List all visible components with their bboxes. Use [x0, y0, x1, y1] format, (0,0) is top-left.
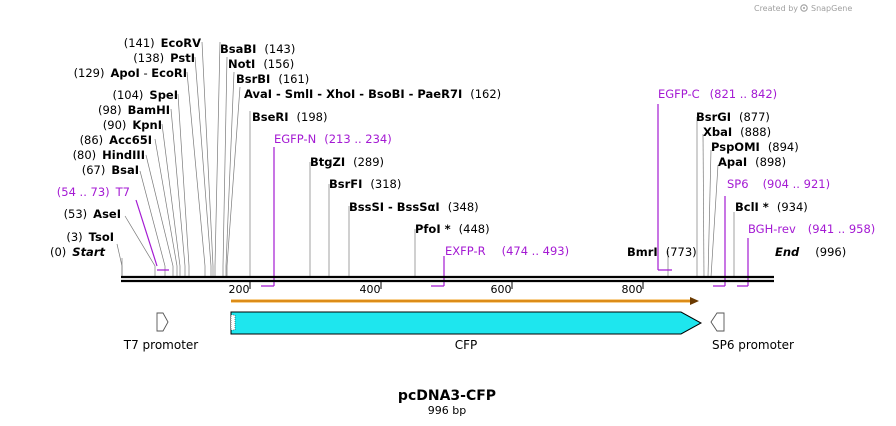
primer-t7-mark	[135, 199, 169, 271]
site-label-spei: (104) SpeI	[112, 88, 178, 102]
leader-avai	[226, 86, 241, 277]
primer-label-t7: (54 .. 73) T7	[57, 185, 130, 199]
site-leader-lines	[116, 41, 735, 278]
credit-brand: SnapGene	[811, 4, 852, 13]
site-label-btgzi: BtgZI (289)	[310, 155, 384, 169]
site-label-bsrfi: BsrFI (318)	[329, 177, 401, 191]
leader-bsrbi	[225, 71, 235, 277]
leader-bsai	[139, 170, 166, 277]
site-label-bsrbi: BsrBI (161)	[236, 72, 309, 86]
primer-egfp-c-mark	[657, 104, 672, 271]
t7-promoter-arrow	[156, 312, 169, 332]
feature-t7-promoter	[156, 312, 169, 332]
site-label-bcli: BclI * (934)	[735, 200, 808, 214]
primer-label-egfp-n: EGFP-N (213 .. 234)	[274, 132, 392, 146]
ruler-tick-600: 600	[491, 283, 512, 296]
site-label-xbai: XbaI (888)	[703, 125, 771, 139]
credit-text: Created by	[754, 4, 798, 13]
site-label-tsoi: (3) TsoI	[66, 230, 114, 244]
backbone	[121, 275, 774, 283]
leader-apai	[710, 164, 719, 278]
right-site-labels: BsaBI (143) NotI (156) BsrBI (161) AvaI - S…	[220, 42, 875, 259]
ruler	[249, 282, 644, 289]
site-label-avai-group: AvaI - SmlI - XhoI - BsoBI - PaeR7I (162)	[244, 87, 501, 101]
leader-hindiii	[145, 154, 174, 277]
leader-kpni	[161, 123, 181, 277]
site-label-pfoi: PfoI * (448)	[415, 222, 490, 236]
orf-arrow	[231, 297, 699, 305]
primer-label-egfp-c: EGFP-C (821 .. 842)	[658, 87, 777, 101]
ruler-tick-200: 200	[229, 283, 250, 296]
leader-ecorv	[201, 41, 214, 277]
primer-label-bgh-rev: BGH-rev (941 .. 958)	[748, 222, 875, 236]
primer-label-sp6: SP6 (904 .. 921)	[727, 177, 830, 191]
snapgene-credit: Created by SnapGene	[754, 4, 852, 13]
map-title: pcDNA3-CFP	[398, 388, 496, 404]
site-label-psti: (138) PstI	[133, 51, 195, 65]
end-label: End (996)	[775, 245, 846, 259]
site-label-bmri: BmrI (773)	[627, 245, 697, 259]
primer-sp6-mark	[713, 196, 726, 287]
leader-pspomi	[707, 149, 712, 278]
start-label: (0) Start	[50, 245, 106, 259]
leader-psti	[194, 56, 212, 277]
leader-spei	[177, 93, 190, 277]
site-label-hindiii: (80) HindIII	[73, 148, 145, 162]
site-label-bsabi: BsaBI (143)	[220, 42, 295, 56]
t7-promoter-label: T7 promoter	[123, 338, 199, 352]
site-label-apoi-ecori: (129) ApoI - EcoRI	[74, 66, 187, 80]
site-label-bsssi: BssSI - BssSαI (348)	[349, 200, 479, 214]
site-label-bsai: (67) BsaI	[82, 163, 139, 177]
leader-tsoi	[116, 243, 123, 277]
site-label-bamhi: (98) BamHI	[98, 103, 170, 117]
site-label-apai: ApaI (898)	[718, 155, 786, 169]
leader-xbai	[702, 133, 705, 278]
sp6-promoter-arrow	[710, 312, 725, 332]
ruler-tick-400: 400	[360, 283, 381, 296]
site-label-bsrgi: BsrGI (877)	[696, 110, 770, 124]
leader-bsabi	[214, 41, 221, 277]
site-label-kpni: (90) KpnI	[103, 118, 162, 132]
feature-cfp	[230, 311, 703, 335]
feature-sp6-promoter	[710, 312, 725, 332]
leader-bamhi	[170, 108, 186, 277]
site-label-pspomi: PspOMI (894)	[711, 140, 799, 154]
map-length: 996 bp	[428, 404, 466, 417]
site-label-ecorv: (141) EcoRV	[124, 36, 201, 50]
site-label-noti: NotI (156)	[228, 57, 294, 71]
site-label-bseri: BseRI (198)	[252, 110, 327, 124]
primer-bgh-rev-mark	[737, 238, 749, 287]
left-site-labels: (141) EcoRV (138) PstI (129) ApoI - EcoRI (…	[50, 36, 201, 259]
leader-asei	[124, 215, 156, 277]
cfp-label: CFP	[455, 338, 478, 352]
cfp-arrow	[230, 311, 703, 335]
primer-label-exfp-r: EXFP-R (474 .. 493)	[445, 244, 569, 258]
leader-noti	[222, 56, 228, 277]
site-label-asei: (53) AseI	[64, 207, 121, 221]
ruler-tick-800: 800	[622, 283, 643, 296]
primer-egfp-n-mark	[261, 147, 275, 287]
leader-ecori	[186, 71, 206, 277]
sp6-promoter-label: SP6 promoter	[712, 338, 794, 352]
site-label-acc65i: (86) Acc65I	[80, 133, 152, 147]
leader-acc65i	[154, 138, 178, 277]
snapgene-logo-icon	[800, 4, 808, 12]
